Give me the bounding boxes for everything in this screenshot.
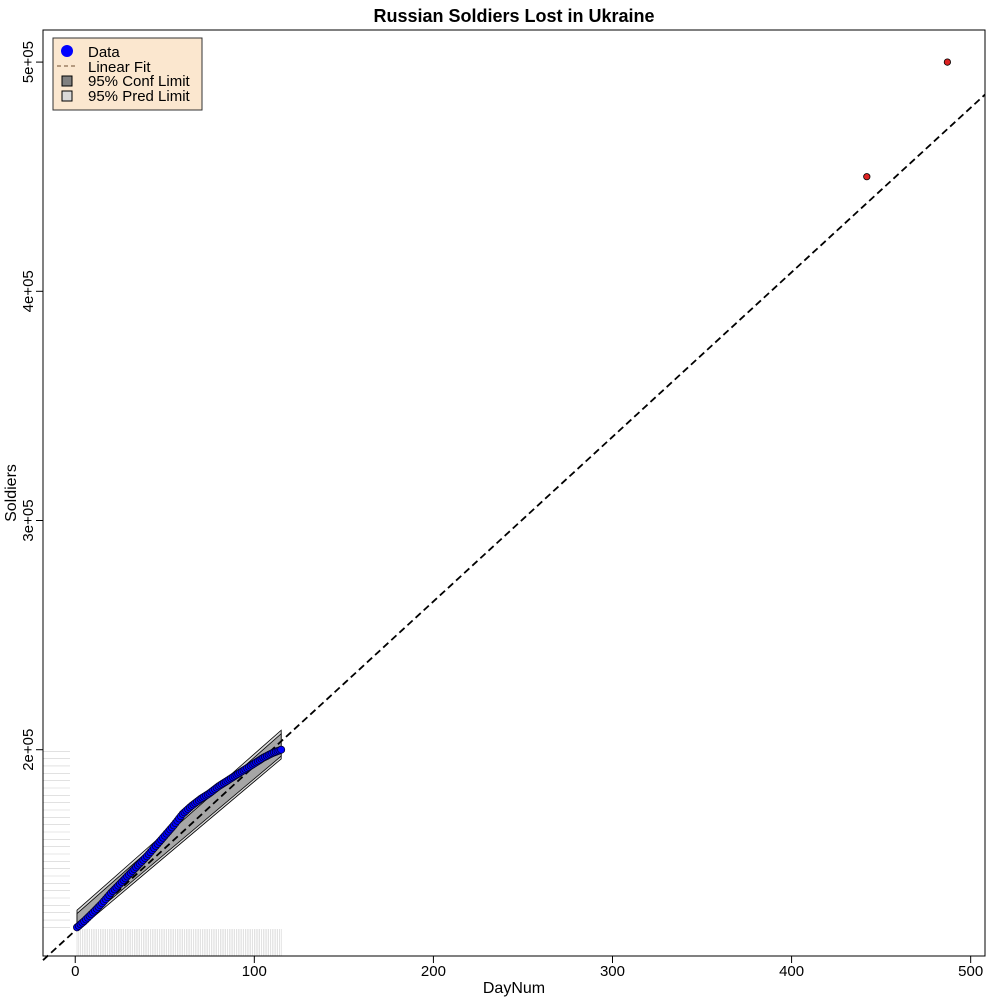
data-points: [73, 58, 951, 932]
x-tick-label: 500: [958, 963, 983, 980]
y-tick-label: 2e+05: [20, 729, 37, 771]
y-tick-label: 4e+05: [20, 270, 37, 312]
legend-data-symbol: [61, 45, 73, 57]
predicted-point: [863, 173, 871, 181]
y-axis: 2e+05 3e+05 4e+05 5e+05: [20, 41, 43, 771]
x-axis-title: DayNum: [483, 980, 545, 997]
legend-label-fit: Linear Fit: [88, 59, 151, 76]
chart-title: Russian Soldiers Lost in Ukraine: [373, 6, 654, 26]
x-axis: 0 100 200 300 400 500: [71, 956, 983, 980]
x-tick-label: 100: [242, 963, 267, 980]
predicted-point: [943, 58, 951, 66]
data-point: [277, 745, 286, 754]
y-axis-title: Soldiers: [3, 464, 20, 522]
legend-label-data: Data: [88, 44, 120, 61]
x-tick-label: 300: [600, 963, 625, 980]
rug-marks: [43, 751, 282, 956]
legend: Data Linear Fit 95% Conf Limit 95% Pred …: [52, 37, 203, 111]
y-tick-label: 3e+05: [20, 499, 37, 541]
linear-fit: [42, 93, 986, 961]
legend-label-conf: 95% Conf Limit: [88, 73, 191, 90]
legend-pred-symbol: [61, 90, 73, 102]
plot-frame: [42, 29, 986, 957]
y-tick-label: 5e+05: [20, 41, 37, 83]
legend-conf-symbol: [61, 75, 73, 87]
linear-fit-line: [42, 93, 986, 961]
legend-box: [52, 37, 203, 111]
x-tick-label: 200: [421, 963, 446, 980]
x-tick-label: 0: [71, 963, 79, 980]
x-tick-label: 400: [779, 963, 804, 980]
legend-label-pred: 95% Pred Limit: [88, 88, 191, 105]
